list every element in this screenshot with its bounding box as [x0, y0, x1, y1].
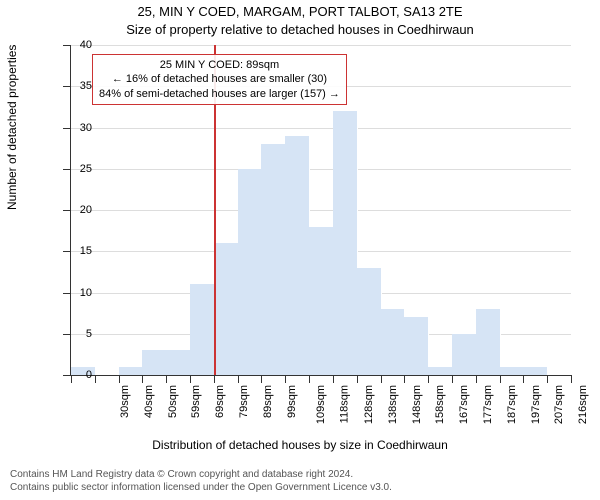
x-tick	[142, 375, 143, 383]
grid-line	[71, 45, 571, 46]
chart-title-line2: Size of property relative to detached ho…	[0, 22, 600, 37]
histogram-bar	[166, 350, 191, 375]
footer-line2: Contains public sector information licen…	[10, 481, 392, 494]
histogram-bar	[214, 243, 239, 375]
y-tick-label: 25	[52, 163, 92, 175]
y-tick-label: 10	[52, 287, 92, 299]
x-tick	[476, 375, 477, 383]
x-tick-label: 167sqm	[458, 385, 470, 424]
x-tick	[523, 375, 524, 383]
x-tick-label: 187sqm	[506, 385, 518, 424]
y-tick-label: 40	[52, 39, 92, 51]
x-tick-label: 128sqm	[363, 385, 375, 424]
x-tick-label: 216sqm	[577, 385, 589, 424]
y-tick-label: 30	[52, 122, 92, 134]
y-tick-label: 20	[52, 204, 92, 216]
annotation-box: 25 MIN Y COED: 89sqm← 16% of detached ho…	[92, 54, 347, 105]
histogram-bar	[285, 136, 310, 375]
x-tick	[95, 375, 96, 383]
histogram-bar	[500, 367, 525, 375]
grid-line	[71, 210, 571, 211]
histogram-bar	[357, 268, 382, 375]
x-tick	[166, 375, 167, 383]
x-tick-label: 69sqm	[214, 385, 226, 418]
x-tick	[452, 375, 453, 383]
annotation-line2: ← 16% of detached houses are smaller (30…	[99, 72, 340, 86]
histogram-bar	[261, 144, 286, 375]
x-tick-label: 197sqm	[530, 385, 542, 424]
x-tick-label: 40sqm	[143, 385, 155, 418]
x-tick	[333, 375, 334, 383]
histogram-bar	[190, 284, 215, 375]
x-tick-label: 89sqm	[262, 385, 274, 418]
x-tick-label: 109sqm	[316, 385, 328, 424]
footer-line1: Contains HM Land Registry data © Crown c…	[10, 468, 392, 481]
histogram-bar	[381, 309, 406, 375]
x-tick	[309, 375, 310, 383]
x-tick	[261, 375, 262, 383]
x-axis-title: Distribution of detached houses by size …	[0, 438, 600, 452]
histogram-bar	[476, 309, 501, 375]
annotation-line1: 25 MIN Y COED: 89sqm	[99, 58, 340, 72]
histogram-bar	[452, 334, 477, 375]
histogram-bar	[333, 111, 358, 375]
x-tick-label: 158sqm	[435, 385, 447, 424]
x-tick	[238, 375, 239, 383]
grid-line	[71, 128, 571, 129]
x-tick-label: 99sqm	[286, 385, 298, 418]
x-tick	[357, 375, 358, 383]
x-tick	[547, 375, 548, 383]
x-tick	[571, 375, 572, 383]
grid-line	[71, 169, 571, 170]
histogram-bar	[428, 367, 453, 375]
histogram-bar	[523, 367, 548, 375]
footer-attribution: Contains HM Land Registry data © Crown c…	[10, 468, 392, 494]
annotation-line3: 84% of semi-detached houses are larger (…	[99, 87, 340, 101]
histogram-bar	[142, 350, 167, 375]
histogram-bar	[404, 317, 429, 375]
x-tick-label: 138sqm	[387, 385, 399, 424]
x-tick	[404, 375, 405, 383]
y-tick-label: 5	[52, 328, 92, 340]
histogram-bar	[238, 169, 263, 375]
y-tick-label: 35	[52, 80, 92, 92]
x-tick-label: 79sqm	[238, 385, 250, 418]
y-tick-label: 15	[52, 245, 92, 257]
x-tick	[381, 375, 382, 383]
x-tick-label: 118sqm	[339, 385, 351, 423]
x-tick-label: 50sqm	[167, 385, 179, 418]
x-tick-label: 59sqm	[190, 385, 202, 418]
histogram-bar	[309, 227, 334, 376]
x-tick-label: 30sqm	[119, 385, 131, 418]
y-tick-label: 0	[52, 369, 92, 381]
histogram-chart: 25, MIN Y COED, MARGAM, PORT TALBOT, SA1…	[0, 0, 600, 500]
x-tick	[214, 375, 215, 383]
x-tick-label: 148sqm	[411, 385, 423, 424]
x-tick-label: 177sqm	[482, 385, 494, 424]
x-tick	[285, 375, 286, 383]
x-tick	[428, 375, 429, 383]
chart-title-line1: 25, MIN Y COED, MARGAM, PORT TALBOT, SA1…	[0, 4, 600, 19]
x-tick	[119, 375, 120, 383]
histogram-bar	[119, 367, 144, 375]
x-tick-label: 207sqm	[554, 385, 566, 424]
y-axis-title: Number of detached properties	[5, 45, 19, 210]
x-tick	[500, 375, 501, 383]
x-tick	[190, 375, 191, 383]
